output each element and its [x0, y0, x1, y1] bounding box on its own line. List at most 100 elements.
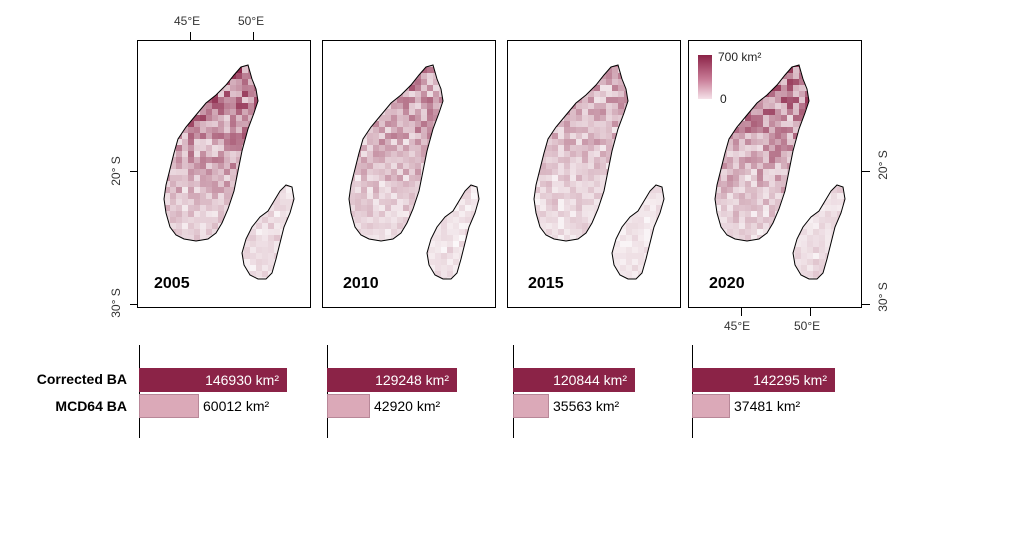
density-cell: [164, 145, 170, 151]
density-cell: [194, 67, 200, 73]
density-cell: [176, 103, 182, 109]
density-cell: [194, 181, 200, 187]
density-cell: [721, 175, 727, 181]
density-cell: [212, 67, 218, 73]
density-cell: [582, 73, 588, 79]
density-cell: [570, 175, 576, 181]
density-cell: [775, 217, 781, 223]
density-cell: [576, 169, 582, 175]
density-cell: [292, 229, 294, 235]
density-cell: [733, 223, 739, 229]
density-cell: [534, 133, 540, 139]
density-cell: [757, 199, 763, 205]
density-cell: [391, 79, 397, 85]
density-cell: [465, 259, 471, 265]
density-cell: [757, 103, 763, 109]
density-cell: [775, 229, 781, 235]
density-cell: [709, 235, 715, 241]
density-cell: [763, 65, 769, 67]
density-cell: [433, 205, 439, 211]
density-cell: [630, 127, 636, 133]
density-cell: [618, 187, 624, 193]
density-cell: [373, 193, 379, 199]
density-cell: [164, 97, 170, 103]
density-cell: [582, 151, 588, 157]
density-cell: [182, 79, 188, 85]
density-cell: [612, 181, 618, 187]
madagascar-outline: [348, 64, 444, 242]
density-cell: [564, 121, 570, 127]
density-cell: [373, 73, 379, 79]
density-cell: [739, 199, 745, 205]
density-cell: [292, 271, 294, 277]
density-cell: [459, 229, 465, 235]
density-cell: [188, 67, 194, 73]
density-cell: [439, 151, 443, 157]
density-cell: [564, 67, 570, 73]
density-cell: [471, 247, 477, 253]
density-cell: [441, 199, 447, 205]
density-cell: [662, 185, 664, 187]
density-cell: [751, 115, 757, 121]
density-cell: [248, 79, 254, 85]
density-cell: [433, 85, 439, 91]
density-cell: [403, 217, 409, 223]
density-cell: [709, 121, 715, 127]
density-cell: [268, 193, 274, 199]
density-cell: [373, 65, 379, 67]
density-cell: [427, 217, 429, 223]
density-cell: [212, 223, 218, 229]
density-cell: [445, 73, 451, 79]
density-cell: [447, 193, 453, 199]
density-cell: [721, 139, 727, 145]
density-cell: [811, 85, 817, 91]
density-cell: [435, 259, 441, 265]
density-cell: [230, 157, 236, 163]
density-cell: [415, 241, 421, 247]
density-cell: [570, 67, 576, 73]
density-cell: [582, 175, 588, 181]
density-cell: [612, 151, 618, 157]
density-cell: [367, 91, 373, 97]
density-cell: [656, 187, 662, 193]
density-cell: [787, 181, 793, 187]
density-cell: [433, 133, 439, 139]
density-cell: [618, 211, 624, 217]
density-cell: [471, 277, 477, 279]
density-cell: [435, 241, 441, 247]
density-cell: [164, 133, 170, 139]
density-cell: [361, 223, 367, 229]
density-cell: [813, 247, 819, 253]
density-cell: [825, 265, 831, 271]
density-cell: [811, 145, 817, 151]
density-cell: [367, 223, 373, 229]
density-cell: [397, 133, 403, 139]
density-cell: [534, 151, 540, 157]
row-label-corrected: Corrected BA: [36, 371, 127, 387]
density-cell: [819, 193, 825, 199]
corrected-ba-bar: [692, 368, 835, 392]
density-cell: [721, 205, 727, 211]
density-cell: [624, 193, 628, 199]
density-cell: [606, 157, 612, 163]
density-cell: [558, 205, 564, 211]
density-cell: [799, 151, 805, 157]
madagascar-outline: [163, 64, 259, 242]
density-cell: [194, 241, 200, 247]
density-cell: [739, 217, 745, 223]
density-cell: [403, 109, 409, 115]
density-cell: [576, 193, 582, 199]
density-cell: [600, 223, 606, 229]
density-cell: [582, 241, 588, 247]
density-cell: [158, 241, 164, 247]
density-cell: [709, 193, 715, 199]
density-cell: [164, 241, 170, 247]
density-cell: [769, 109, 775, 115]
density-cell: [176, 145, 182, 151]
density-cell: [588, 211, 594, 217]
density-cell: [367, 187, 373, 193]
density-cell: [528, 109, 534, 115]
density-cell: [534, 79, 540, 85]
density-cell: [600, 187, 606, 193]
density-cell: [182, 115, 188, 121]
